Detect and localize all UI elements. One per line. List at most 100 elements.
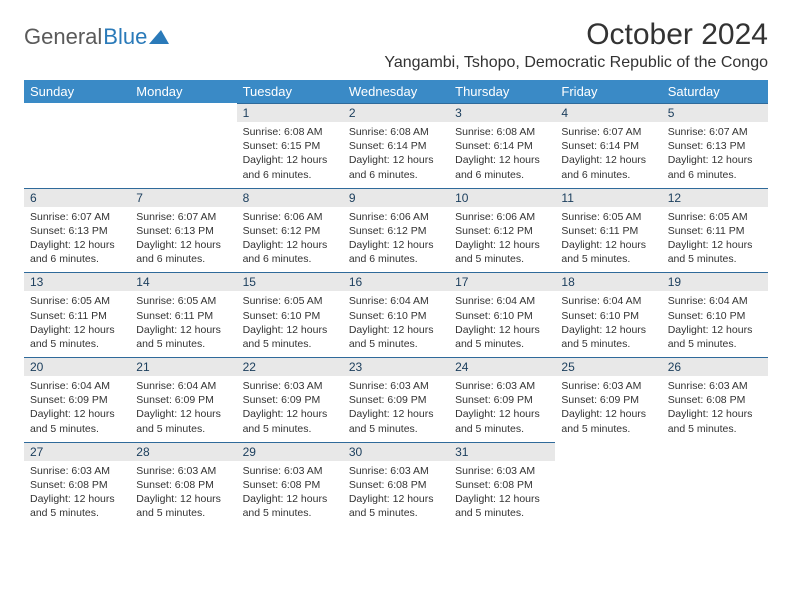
day-cell: 22Sunrise: 6:03 AMSunset: 6:09 PMDayligh… xyxy=(237,357,343,442)
day-body: Sunrise: 6:03 AMSunset: 6:08 PMDaylight:… xyxy=(237,461,343,527)
day-number: 11 xyxy=(555,188,661,207)
day-body: Sunrise: 6:05 AMSunset: 6:11 PMDaylight:… xyxy=(662,207,768,273)
day-number: 13 xyxy=(24,272,130,291)
day-body: Sunrise: 6:03 AMSunset: 6:09 PMDaylight:… xyxy=(449,376,555,442)
day-cell: 29Sunrise: 6:03 AMSunset: 6:08 PMDayligh… xyxy=(237,442,343,527)
day-cell: 2Sunrise: 6:08 AMSunset: 6:14 PMDaylight… xyxy=(343,103,449,188)
day-body: Sunrise: 6:04 AMSunset: 6:10 PMDaylight:… xyxy=(343,291,449,357)
brand-logo: GeneralBlue xyxy=(24,24,169,50)
day-cell: 31Sunrise: 6:03 AMSunset: 6:08 PMDayligh… xyxy=(449,442,555,527)
page-header: GeneralBlue October 2024 Yangambi, Tshop… xyxy=(24,18,768,72)
day-cell: 8Sunrise: 6:06 AMSunset: 6:12 PMDaylight… xyxy=(237,188,343,273)
day-cell xyxy=(24,103,130,188)
day-cell: 7Sunrise: 6:07 AMSunset: 6:13 PMDaylight… xyxy=(130,188,236,273)
day-number: 26 xyxy=(662,357,768,376)
month-title: October 2024 xyxy=(384,18,768,52)
day-body: Sunrise: 6:08 AMSunset: 6:15 PMDaylight:… xyxy=(237,122,343,188)
day-cell: 19Sunrise: 6:04 AMSunset: 6:10 PMDayligh… xyxy=(662,272,768,357)
day-cell: 28Sunrise: 6:03 AMSunset: 6:08 PMDayligh… xyxy=(130,442,236,527)
day-number: 6 xyxy=(24,188,130,207)
day-body: Sunrise: 6:04 AMSunset: 6:10 PMDaylight:… xyxy=(555,291,661,357)
day-cell: 18Sunrise: 6:04 AMSunset: 6:10 PMDayligh… xyxy=(555,272,661,357)
day-number: 31 xyxy=(449,442,555,461)
day-cell: 15Sunrise: 6:05 AMSunset: 6:10 PMDayligh… xyxy=(237,272,343,357)
logo-text-gray: General xyxy=(24,24,102,50)
day-body: Sunrise: 6:05 AMSunset: 6:11 PMDaylight:… xyxy=(24,291,130,357)
day-number: 24 xyxy=(449,357,555,376)
day-cell: 12Sunrise: 6:05 AMSunset: 6:11 PMDayligh… xyxy=(662,188,768,273)
day-number: 8 xyxy=(237,188,343,207)
day-cell: 27Sunrise: 6:03 AMSunset: 6:08 PMDayligh… xyxy=(24,442,130,527)
weekday-header-row: SundayMondayTuesdayWednesdayThursdayFrid… xyxy=(24,80,768,103)
day-body: Sunrise: 6:07 AMSunset: 6:13 PMDaylight:… xyxy=(130,207,236,273)
day-cell: 6Sunrise: 6:07 AMSunset: 6:13 PMDaylight… xyxy=(24,188,130,273)
day-cell: 26Sunrise: 6:03 AMSunset: 6:08 PMDayligh… xyxy=(662,357,768,442)
day-number: 28 xyxy=(130,442,236,461)
day-cell: 14Sunrise: 6:05 AMSunset: 6:11 PMDayligh… xyxy=(130,272,236,357)
day-number: 19 xyxy=(662,272,768,291)
day-number: 5 xyxy=(662,103,768,122)
weekday-header: Sunday xyxy=(24,80,130,103)
day-number: 30 xyxy=(343,442,449,461)
day-body: Sunrise: 6:05 AMSunset: 6:10 PMDaylight:… xyxy=(237,291,343,357)
day-cell: 21Sunrise: 6:04 AMSunset: 6:09 PMDayligh… xyxy=(130,357,236,442)
day-cell: 5Sunrise: 6:07 AMSunset: 6:13 PMDaylight… xyxy=(662,103,768,188)
day-cell: 25Sunrise: 6:03 AMSunset: 6:09 PMDayligh… xyxy=(555,357,661,442)
day-number: 21 xyxy=(130,357,236,376)
day-cell: 23Sunrise: 6:03 AMSunset: 6:09 PMDayligh… xyxy=(343,357,449,442)
day-body: Sunrise: 6:03 AMSunset: 6:08 PMDaylight:… xyxy=(130,461,236,527)
day-cell: 13Sunrise: 6:05 AMSunset: 6:11 PMDayligh… xyxy=(24,272,130,357)
day-body: Sunrise: 6:06 AMSunset: 6:12 PMDaylight:… xyxy=(237,207,343,273)
day-body: Sunrise: 6:04 AMSunset: 6:09 PMDaylight:… xyxy=(24,376,130,442)
day-cell xyxy=(130,103,236,188)
day-number: 14 xyxy=(130,272,236,291)
day-cell: 10Sunrise: 6:06 AMSunset: 6:12 PMDayligh… xyxy=(449,188,555,273)
day-cell xyxy=(555,442,661,527)
day-body: Sunrise: 6:05 AMSunset: 6:11 PMDaylight:… xyxy=(555,207,661,273)
day-body: Sunrise: 6:06 AMSunset: 6:12 PMDaylight:… xyxy=(343,207,449,273)
title-block: October 2024 Yangambi, Tshopo, Democrati… xyxy=(384,18,768,72)
day-body: Sunrise: 6:07 AMSunset: 6:14 PMDaylight:… xyxy=(555,122,661,188)
day-body: Sunrise: 6:04 AMSunset: 6:10 PMDaylight:… xyxy=(662,291,768,357)
logo-mark-icon xyxy=(149,24,169,50)
day-cell: 16Sunrise: 6:04 AMSunset: 6:10 PMDayligh… xyxy=(343,272,449,357)
day-body: Sunrise: 6:08 AMSunset: 6:14 PMDaylight:… xyxy=(343,122,449,188)
day-body: Sunrise: 6:07 AMSunset: 6:13 PMDaylight:… xyxy=(24,207,130,273)
day-body: Sunrise: 6:03 AMSunset: 6:08 PMDaylight:… xyxy=(343,461,449,527)
weekday-header: Saturday xyxy=(662,80,768,103)
day-cell: 4Sunrise: 6:07 AMSunset: 6:14 PMDaylight… xyxy=(555,103,661,188)
day-number: 12 xyxy=(662,188,768,207)
day-cell: 17Sunrise: 6:04 AMSunset: 6:10 PMDayligh… xyxy=(449,272,555,357)
day-body: Sunrise: 6:08 AMSunset: 6:14 PMDaylight:… xyxy=(449,122,555,188)
day-number: 4 xyxy=(555,103,661,122)
day-body: Sunrise: 6:07 AMSunset: 6:13 PMDaylight:… xyxy=(662,122,768,188)
day-body: Sunrise: 6:04 AMSunset: 6:09 PMDaylight:… xyxy=(130,376,236,442)
weekday-header: Thursday xyxy=(449,80,555,103)
day-body: Sunrise: 6:05 AMSunset: 6:11 PMDaylight:… xyxy=(130,291,236,357)
day-cell: 30Sunrise: 6:03 AMSunset: 6:08 PMDayligh… xyxy=(343,442,449,527)
weeks-container: 1Sunrise: 6:08 AMSunset: 6:15 PMDaylight… xyxy=(24,103,768,526)
day-body: Sunrise: 6:03 AMSunset: 6:09 PMDaylight:… xyxy=(555,376,661,442)
day-cell: 3Sunrise: 6:08 AMSunset: 6:14 PMDaylight… xyxy=(449,103,555,188)
day-cell: 20Sunrise: 6:04 AMSunset: 6:09 PMDayligh… xyxy=(24,357,130,442)
weekday-header: Tuesday xyxy=(237,80,343,103)
day-body: Sunrise: 6:03 AMSunset: 6:08 PMDaylight:… xyxy=(662,376,768,442)
day-number: 17 xyxy=(449,272,555,291)
logo-text-blue: Blue xyxy=(103,24,147,50)
day-number: 23 xyxy=(343,357,449,376)
day-body: Sunrise: 6:03 AMSunset: 6:08 PMDaylight:… xyxy=(24,461,130,527)
day-cell: 1Sunrise: 6:08 AMSunset: 6:15 PMDaylight… xyxy=(237,103,343,188)
day-cell: 24Sunrise: 6:03 AMSunset: 6:09 PMDayligh… xyxy=(449,357,555,442)
day-number: 9 xyxy=(343,188,449,207)
day-number: 1 xyxy=(237,103,343,122)
calendar-grid: SundayMondayTuesdayWednesdayThursdayFrid… xyxy=(24,80,768,526)
weekday-header: Friday xyxy=(555,80,661,103)
day-cell xyxy=(662,442,768,527)
location-subtitle: Yangambi, Tshopo, Democratic Republic of… xyxy=(384,54,768,72)
day-number: 15 xyxy=(237,272,343,291)
week-row: 27Sunrise: 6:03 AMSunset: 6:08 PMDayligh… xyxy=(24,442,768,527)
day-body: Sunrise: 6:03 AMSunset: 6:09 PMDaylight:… xyxy=(237,376,343,442)
day-number: 3 xyxy=(449,103,555,122)
week-row: 6Sunrise: 6:07 AMSunset: 6:13 PMDaylight… xyxy=(24,188,768,273)
day-number: 29 xyxy=(237,442,343,461)
